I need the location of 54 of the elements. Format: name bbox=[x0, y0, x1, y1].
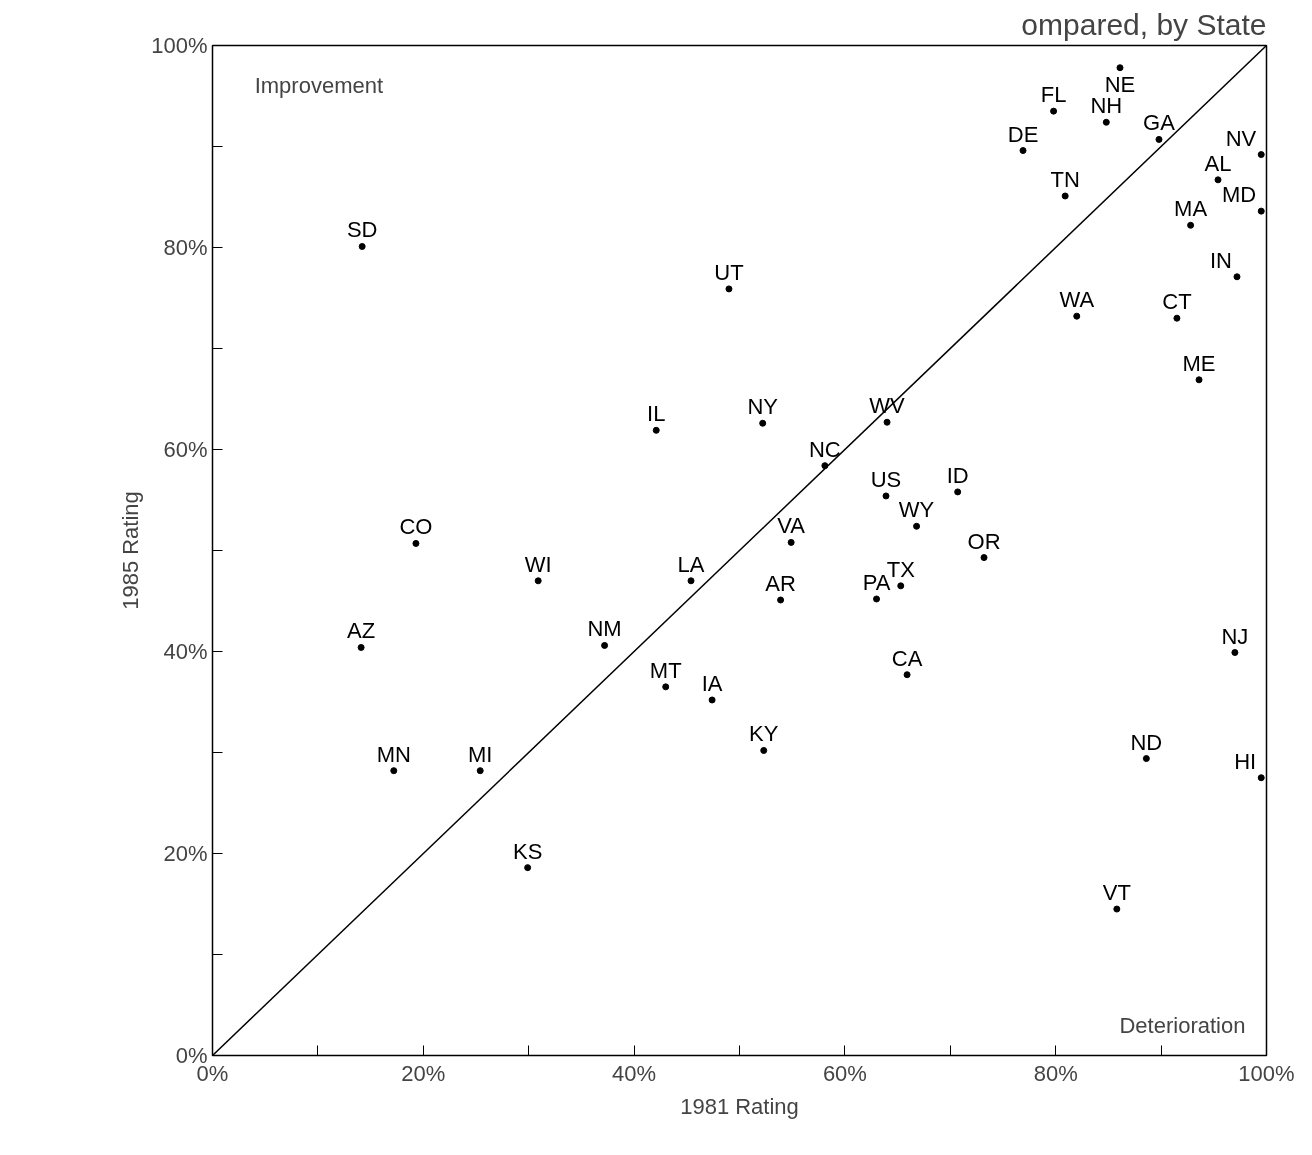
data-label: HI bbox=[1234, 748, 1257, 774]
data-label: TN bbox=[1050, 166, 1080, 192]
data-label: ME bbox=[1182, 350, 1216, 376]
data-label: AL bbox=[1204, 150, 1232, 176]
data-label: SD bbox=[346, 217, 378, 243]
data-label: NY bbox=[747, 394, 779, 420]
data-label: VT bbox=[1102, 880, 1131, 906]
data-label: ID bbox=[946, 462, 969, 488]
data-label: NV bbox=[1225, 125, 1257, 151]
data-label: NM bbox=[587, 616, 622, 642]
data-label: MN bbox=[376, 741, 411, 767]
data-label: AR bbox=[765, 570, 796, 596]
data-label: AZ bbox=[347, 618, 376, 644]
data-label: MD bbox=[1222, 182, 1257, 208]
annotation: Improvement bbox=[254, 73, 384, 99]
data-label: DE bbox=[1007, 121, 1039, 147]
annotation: Deterioration bbox=[1119, 1012, 1246, 1038]
data-label: GA bbox=[1143, 110, 1176, 136]
data-label: CO bbox=[399, 514, 433, 540]
data-label: CA bbox=[891, 645, 923, 671]
data-label: MI bbox=[468, 741, 493, 767]
x-tick-label: 100% bbox=[1238, 1060, 1295, 1086]
data-label: UT bbox=[714, 259, 744, 285]
data-label: NJ bbox=[1221, 623, 1249, 649]
data-label: WY bbox=[898, 497, 935, 523]
y-axis-title: 1985 Rating bbox=[118, 491, 144, 610]
data-label: MT bbox=[649, 657, 682, 683]
data-label: FL bbox=[1040, 82, 1067, 108]
x-tick-label: 20% bbox=[401, 1060, 446, 1086]
data-label: NC bbox=[808, 436, 841, 462]
y-tick-label: 80% bbox=[163, 235, 208, 260]
data-label: IL bbox=[647, 401, 666, 427]
x-axis-title: 1981 Rating bbox=[680, 1093, 799, 1119]
chart-title: ompared, by State bbox=[1021, 7, 1267, 41]
data-label: IA bbox=[701, 670, 723, 696]
data-label: OR bbox=[967, 528, 1001, 554]
data-label: VA bbox=[777, 513, 806, 539]
x-tick-label: 40% bbox=[612, 1060, 657, 1086]
data-label: WA bbox=[1059, 287, 1095, 313]
data-label: LA bbox=[677, 551, 705, 577]
x-tick-label: 80% bbox=[1033, 1060, 1078, 1086]
data-label: KS bbox=[512, 838, 543, 864]
y-tick-label: 40% bbox=[163, 639, 208, 664]
y-tick-label: 20% bbox=[163, 841, 208, 866]
y-tick-label: 100% bbox=[151, 33, 208, 58]
data-label: IN bbox=[1209, 247, 1232, 273]
data-label: ND bbox=[1130, 729, 1163, 755]
data-label: KY bbox=[749, 721, 779, 747]
data-label: MA bbox=[1174, 196, 1208, 222]
x-tick-label: 60% bbox=[822, 1060, 867, 1086]
y-tick-label: 60% bbox=[163, 437, 208, 462]
data-label: CT bbox=[1162, 289, 1192, 315]
data-label: US bbox=[870, 466, 902, 492]
data-label: WI bbox=[524, 551, 552, 577]
